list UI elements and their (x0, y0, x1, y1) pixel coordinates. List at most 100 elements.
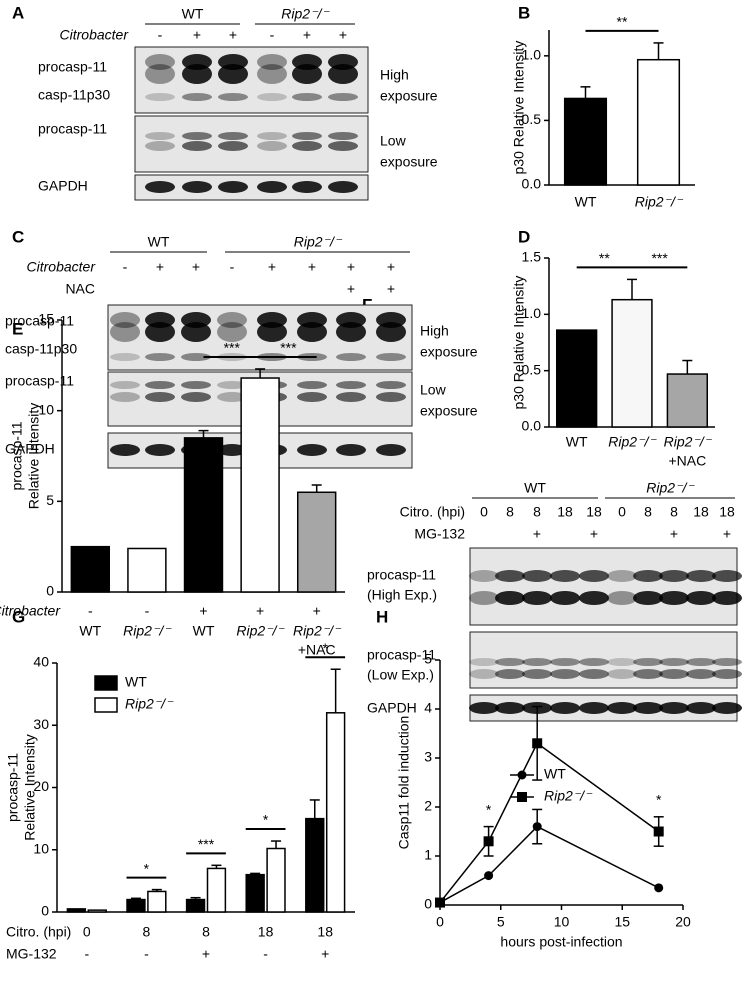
blot-band (181, 353, 211, 361)
bar (183, 437, 224, 593)
bar (126, 898, 146, 913)
blot-band (469, 669, 499, 679)
x-tick-label: 20 (675, 914, 691, 930)
panel-letter: G (12, 607, 25, 626)
blot-band (495, 570, 525, 582)
blot-band (469, 570, 499, 582)
bar (127, 547, 167, 593)
panel-letter: D (518, 227, 530, 246)
y-tick-label: 2 (424, 798, 432, 814)
blot-band (376, 353, 406, 361)
blot-band (607, 570, 637, 582)
blot-band (376, 381, 406, 389)
marker (653, 826, 664, 837)
condition-value: + (670, 526, 678, 542)
row-value: - (88, 603, 93, 619)
x-tick-label: WT (575, 194, 597, 210)
y-axis-label: procasp-11 (5, 753, 21, 822)
condition-value: + (533, 526, 541, 542)
blot-band (633, 702, 663, 714)
blot-band (686, 591, 716, 605)
blot-band (292, 132, 322, 140)
bar (563, 97, 608, 186)
y-axis-label: Casp11 fold induction (396, 716, 412, 850)
condition-value: + (347, 259, 355, 275)
blot-band (181, 392, 211, 402)
blot-band (579, 570, 609, 582)
blot-band (607, 591, 637, 605)
blot-band (257, 93, 287, 101)
condition-value: + (268, 259, 276, 275)
y-axis-label: procasp-11 (9, 421, 25, 490)
condition-value: - (123, 259, 128, 275)
blot-band (328, 64, 358, 84)
blot-strip (469, 547, 738, 626)
blot-band (181, 322, 211, 342)
exposure-note: High (380, 67, 409, 83)
condition-label: NAC (65, 281, 95, 297)
condition-value: - (270, 27, 275, 43)
marker (483, 836, 494, 847)
condition-value: 0 (618, 504, 626, 520)
y-tick-label: 1 (424, 847, 432, 863)
marker (532, 738, 543, 749)
blot-band (550, 658, 580, 666)
marker (532, 822, 542, 832)
bar (666, 373, 709, 428)
blot-band (110, 353, 140, 361)
y-tick-label: 20 (33, 778, 49, 794)
panel-letter: B (518, 3, 530, 22)
exposure-note: Low (380, 133, 407, 149)
y-tick-label: 10 (33, 840, 49, 856)
blot-band (659, 570, 689, 582)
blot-band (712, 591, 742, 605)
blot-band (376, 392, 406, 402)
blot-band (217, 322, 247, 342)
blot-band (182, 64, 212, 84)
blot-band (181, 381, 211, 389)
blot-band (110, 392, 140, 402)
blot-band (257, 322, 287, 342)
panel-letter: H (376, 607, 388, 626)
x-tick-label: WT (566, 434, 588, 450)
blot-band (297, 322, 327, 342)
y-tick-label: 15 (38, 311, 54, 327)
condition-value: + (156, 259, 164, 275)
condition-value: 18 (557, 504, 573, 520)
blot-band (469, 591, 499, 605)
condition-value: 18 (693, 504, 709, 520)
blot-band (579, 591, 609, 605)
significance-label: * (656, 792, 662, 808)
y-tick-label: 5 (46, 492, 54, 508)
x-tick-label: Rip2⁻/⁻ (236, 623, 285, 639)
exposure-note: High (420, 323, 449, 339)
blot-band (495, 669, 525, 679)
blot-band (217, 392, 247, 402)
exposure-note: exposure (420, 344, 478, 360)
blot-band (110, 322, 140, 342)
row-value: 18 (258, 924, 274, 940)
row-value: + (202, 946, 210, 962)
condition-value: 0 (480, 504, 488, 520)
blot-band (659, 702, 689, 714)
condition-value: + (723, 526, 731, 542)
series-line (439, 825, 660, 904)
legend-marker (517, 770, 527, 780)
significance-label: *** (224, 340, 241, 356)
blot-band (218, 181, 248, 193)
y-tick-label: 30 (33, 716, 49, 732)
row-value: 18 (317, 924, 333, 940)
blot-band (218, 141, 248, 151)
band-label: casp-11p30 (5, 341, 77, 357)
blot-band (550, 669, 580, 679)
blot-band (110, 444, 140, 456)
row-value: + (199, 603, 207, 619)
group-label: Rip2⁻/⁻ (294, 234, 343, 250)
blot-band (686, 669, 716, 679)
y-tick-label: 0 (41, 903, 49, 919)
bar (240, 377, 280, 593)
band-label: casp-11p30 (38, 87, 110, 103)
blot-band (328, 141, 358, 151)
blot-band (469, 658, 499, 666)
